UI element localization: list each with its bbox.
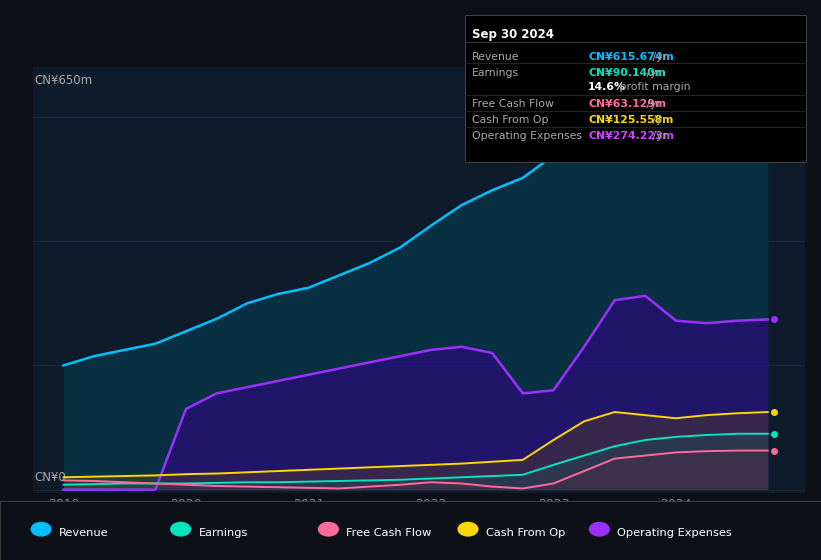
Text: Revenue: Revenue xyxy=(59,528,108,538)
Text: Earnings: Earnings xyxy=(199,528,248,538)
Text: Sep 30 2024: Sep 30 2024 xyxy=(472,28,554,41)
Text: Free Cash Flow: Free Cash Flow xyxy=(472,99,554,109)
Text: Earnings: Earnings xyxy=(472,68,519,78)
Text: /yr: /yr xyxy=(643,68,661,78)
Text: /yr: /yr xyxy=(649,115,667,125)
Text: CN¥125.558m: CN¥125.558m xyxy=(588,115,673,125)
Text: CN¥650m: CN¥650m xyxy=(34,73,93,87)
Text: CN¥0: CN¥0 xyxy=(34,472,67,484)
Text: CN¥63.129m: CN¥63.129m xyxy=(588,99,666,109)
Text: CN¥274.223m: CN¥274.223m xyxy=(588,131,674,141)
Text: 14.6%: 14.6% xyxy=(588,82,626,92)
Text: CN¥615.674m: CN¥615.674m xyxy=(588,52,674,62)
Text: Operating Expenses: Operating Expenses xyxy=(617,528,732,538)
Text: Operating Expenses: Operating Expenses xyxy=(472,131,582,141)
Text: /yr: /yr xyxy=(649,131,667,141)
Text: profit margin: profit margin xyxy=(616,82,690,92)
Text: Revenue: Revenue xyxy=(472,52,520,62)
Text: Cash From Op: Cash From Op xyxy=(472,115,548,125)
Text: /yr: /yr xyxy=(649,52,667,62)
Text: CN¥90.140m: CN¥90.140m xyxy=(588,68,666,78)
Text: Free Cash Flow: Free Cash Flow xyxy=(346,528,432,538)
Text: /yr: /yr xyxy=(643,99,661,109)
Text: Cash From Op: Cash From Op xyxy=(486,528,566,538)
